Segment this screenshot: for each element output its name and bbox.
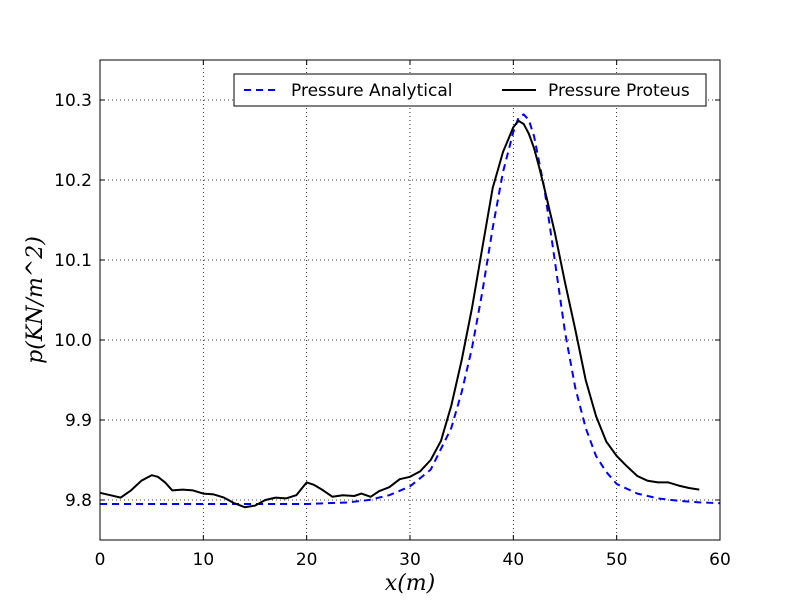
plot-series [99, 113, 721, 509]
x-tick-label: 40 [503, 550, 525, 570]
x-tick-label: 60 [709, 550, 731, 570]
y-tick-label: 10.3 [54, 91, 92, 111]
series-line-proteus [99, 119, 700, 509]
legend-label-proteus: Pressure Proteus [548, 81, 690, 101]
legend-box [233, 73, 707, 107]
legend: Pressure Analytical Pressure Proteus [233, 73, 707, 107]
y-tick-label: 10.0 [54, 331, 92, 351]
x-tick-label: 0 [95, 550, 106, 570]
y-tick-label: 10.2 [54, 171, 92, 191]
x-tick-label: 50 [606, 550, 628, 570]
x-axis-label: x(m) [385, 571, 435, 596]
y-tick-label: 10.1 [54, 251, 92, 271]
x-tick-label: 10 [193, 550, 215, 570]
y-axis-label: p(KN/m^2) [23, 236, 48, 364]
y-tick-label: 9.8 [65, 491, 92, 511]
x-tick-label: 30 [399, 550, 421, 570]
y-tick-label: 9.9 [65, 411, 92, 431]
legend-label-analytical: Pressure Analytical [291, 81, 452, 101]
axis-ticks: 0 10 20 30 40 50 60 9.8 9.9 10.0 10.1 10.2 10.3 [54, 60, 731, 570]
x-tick-label: 20 [296, 550, 318, 570]
